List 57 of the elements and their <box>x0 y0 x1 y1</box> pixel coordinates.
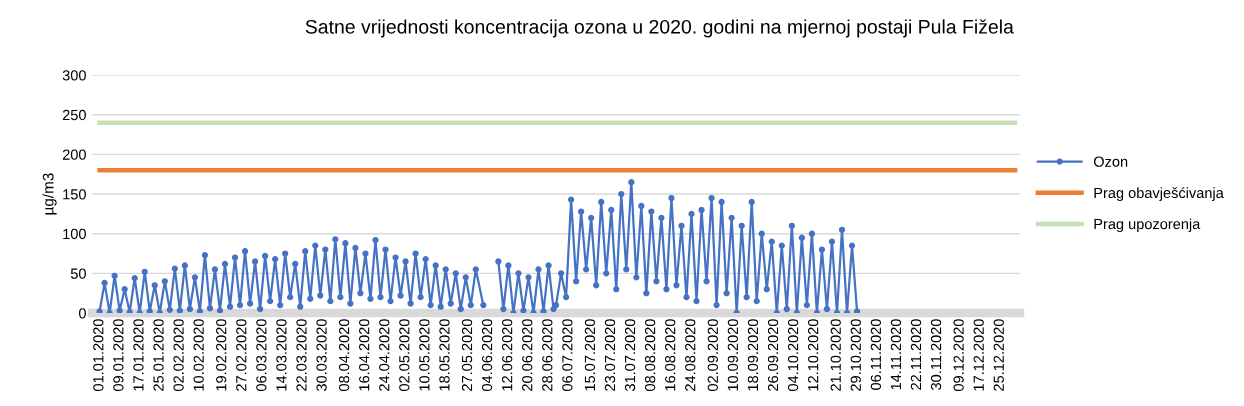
x-tick-label: 08.08.2020 <box>644 319 656 391</box>
x-tick-label: 23.07.2020 <box>604 319 616 391</box>
x-tick-label: 21.10.2020 <box>830 319 841 391</box>
x-tick-label: 22.11.2020 <box>910 319 922 390</box>
x-tick-label: 18.09.2020 <box>747 319 759 391</box>
y-tick-label: 100 <box>63 228 86 240</box>
x-tick-label: 12.10.2020 <box>808 319 819 391</box>
x-tick-label: 26.09.2020 <box>767 319 779 391</box>
x-tick-label: 27.05.2020 <box>461 319 473 391</box>
chart-title: Satne vrijednosti koncentracija ozona u 2020. godini na mjernoj postaji Pula Fižela <box>305 19 1014 38</box>
x-tick-label: 30.03.2020 <box>316 319 327 392</box>
x-tick-label: 14.03.2020 <box>276 319 287 391</box>
legend-label: Prag obavješćivanja <box>1094 187 1224 201</box>
legend-label: Ozon <box>1093 156 1128 167</box>
x-tick-label: 28.06.2020 <box>542 319 553 391</box>
x-tick-label: 17.01.2020 <box>133 319 144 391</box>
x-tick-label: 25.01.2020 <box>153 319 164 391</box>
x-tick-label: 04.06.2020 <box>481 319 493 391</box>
x-tick-label: 12.06.2020 <box>502 319 513 391</box>
x-tick-label: 02.05.2020 <box>399 319 410 391</box>
x-tick-label: 27.02.2020 <box>236 319 247 391</box>
x-tick-label: 06.03.2020 <box>256 319 267 391</box>
x-tick-label: 02.09.2020 <box>707 319 718 391</box>
x-tick-label: 16.08.2020 <box>665 319 676 391</box>
x-tick-label: 04.10.2020 <box>787 319 799 391</box>
x-tick-label: 08.04.2020 <box>338 319 350 391</box>
x-tick-label: 25.12.2020 <box>993 319 1004 391</box>
y-tick-label: 50 <box>70 268 86 279</box>
x-tick-label: 10.09.2020 <box>727 319 739 391</box>
x-tick-label: 30.11.2020 <box>930 319 942 390</box>
y-tick-label: 300 <box>62 70 86 81</box>
x-tick-label: 24.04.2020 <box>379 319 390 391</box>
y-tick-label: 250 <box>62 109 86 121</box>
x-tick-label: 10.02.2020 <box>193 319 204 391</box>
x-tick-label: 14.11.2020 <box>890 319 902 390</box>
x-tick-label: 18.05.2020 <box>439 319 450 391</box>
x-tick-label: 06.07.2020 <box>562 319 573 391</box>
x-tick-label: 19.02.2020 <box>216 319 227 391</box>
x-tick-label: 09.01.2020 <box>113 319 124 391</box>
x-tick-label: 31.07.2020 <box>624 319 636 392</box>
x-tick-label: 17.12.2020 <box>973 319 984 391</box>
legend-label: Prag upozorenja <box>1094 218 1201 233</box>
y-tick-label: 0 <box>78 308 86 319</box>
x-tick-label: 10.05.2020 <box>419 319 430 391</box>
y-axis-title: µg/m3 <box>42 173 57 215</box>
x-tick-label: 16.04.2020 <box>359 319 370 391</box>
y-tick-label: 150 <box>63 189 86 200</box>
x-tick-label: 22.03.2020 <box>296 319 307 391</box>
x-tick-label: 20.06.2020 <box>522 319 533 391</box>
x-tick-label: 29.10.2020 <box>850 319 861 391</box>
x-tick-label: 06.11.2020 <box>870 319 882 390</box>
x-tick-label: 24.08.2020 <box>685 319 696 391</box>
x-tick-label: 01.01.2020 <box>93 319 104 391</box>
x-tick-label: 15.07.2020 <box>584 319 596 391</box>
x-tick-label: 02.02.2020 <box>173 319 184 391</box>
x-tick-label: 09.12.2020 <box>953 319 964 391</box>
y-tick-label: 200 <box>62 149 86 160</box>
